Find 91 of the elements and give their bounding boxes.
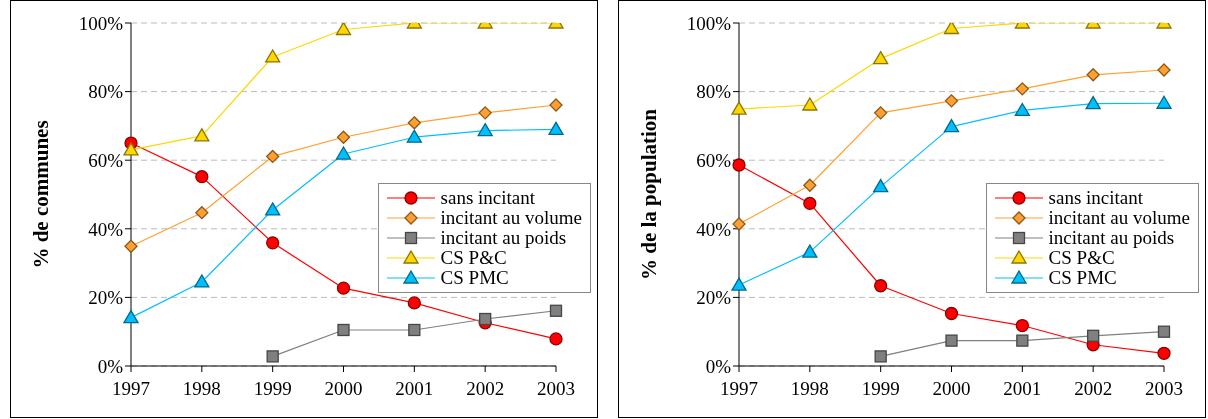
legend-label: CS P&C <box>440 247 507 268</box>
x-tick-label: 1999 <box>253 378 292 400</box>
x-tick-label: 2001 <box>395 378 434 400</box>
point <box>732 158 746 172</box>
y-tick-label: 40% <box>88 218 124 240</box>
point <box>407 116 421 130</box>
point <box>123 142 139 156</box>
point <box>335 146 352 160</box>
point <box>944 94 959 108</box>
y-tick-label: 80% <box>88 81 124 103</box>
point <box>874 279 888 293</box>
x-tick-label: 1998 <box>790 378 829 400</box>
legend-label: CS PMC <box>1048 267 1117 288</box>
point <box>478 106 492 120</box>
point <box>1015 82 1029 96</box>
legend-label: incitant au poids <box>1048 227 1175 248</box>
y-tick-label: 0% <box>705 355 732 377</box>
x-tick-label: 2002 <box>466 378 505 400</box>
point <box>802 244 818 258</box>
point <box>335 23 352 36</box>
legend-label: CS PMC <box>440 267 509 288</box>
y-tick-label: 40% <box>696 218 732 240</box>
point <box>732 217 746 231</box>
point <box>802 97 818 111</box>
point <box>407 296 421 310</box>
x-tick-label: 1997 <box>720 378 758 400</box>
point <box>803 178 817 192</box>
point <box>266 149 280 164</box>
point <box>803 196 817 211</box>
point <box>265 202 281 216</box>
y-tick-label: 80% <box>696 81 732 103</box>
y-axis-title: % de communes <box>29 120 54 269</box>
point <box>1157 346 1171 360</box>
y-tick-label: 60% <box>88 149 124 171</box>
point <box>943 118 960 133</box>
point <box>337 323 350 337</box>
x-tick-label: 2002 <box>1074 378 1113 400</box>
y-axis-title: % de la population <box>637 108 662 280</box>
y-tick-label: 100% <box>686 12 732 34</box>
x-tick-label: 2003 <box>537 378 575 400</box>
point <box>873 178 889 193</box>
x-tick-label: 1998 <box>182 378 221 400</box>
legend-label: sans incitant <box>440 187 536 208</box>
point <box>873 51 889 65</box>
point <box>1016 334 1029 347</box>
point <box>123 309 139 324</box>
point <box>731 101 747 115</box>
x-tick-label: 1999 <box>861 378 900 400</box>
x-tick-label: 2000 <box>324 378 363 400</box>
point <box>266 236 280 250</box>
legend-label: incitant au volume <box>440 207 582 228</box>
x-tick-label: 1997 <box>112 378 150 400</box>
point <box>195 206 209 220</box>
point <box>406 129 422 143</box>
point <box>548 121 564 135</box>
point <box>943 23 960 35</box>
point <box>336 281 351 295</box>
y-tick-label: 20% <box>696 287 732 309</box>
point <box>336 130 351 144</box>
point <box>731 277 747 291</box>
point <box>874 106 888 120</box>
point <box>194 274 210 288</box>
y-tick-label: 60% <box>696 149 732 171</box>
point <box>1014 102 1030 117</box>
point <box>1156 95 1172 109</box>
point <box>408 323 421 337</box>
point <box>1086 68 1100 82</box>
point <box>477 123 493 137</box>
legend-label: sans incitant <box>1048 187 1144 208</box>
legend-label: incitant au poids <box>440 227 567 248</box>
point <box>195 170 209 184</box>
y-tick-label: 0% <box>97 355 124 377</box>
point <box>1015 318 1029 333</box>
legend-label: CS P&C <box>1048 247 1115 268</box>
point <box>266 350 279 363</box>
x-tick-label: 2000 <box>932 378 971 400</box>
point <box>945 334 958 347</box>
x-tick-label: 2003 <box>1145 378 1183 400</box>
point <box>1157 325 1171 338</box>
point <box>124 239 138 253</box>
point <box>479 312 492 326</box>
legend-label: incitant au volume <box>1048 207 1190 228</box>
x-tick-label: 2001 <box>1003 378 1042 400</box>
point <box>1085 95 1101 110</box>
y-tick-label: 100% <box>78 12 124 34</box>
point <box>549 304 563 317</box>
point <box>549 332 563 346</box>
point <box>944 306 959 321</box>
y-tick-label: 20% <box>88 287 124 309</box>
point <box>1087 329 1100 342</box>
point <box>874 350 887 363</box>
